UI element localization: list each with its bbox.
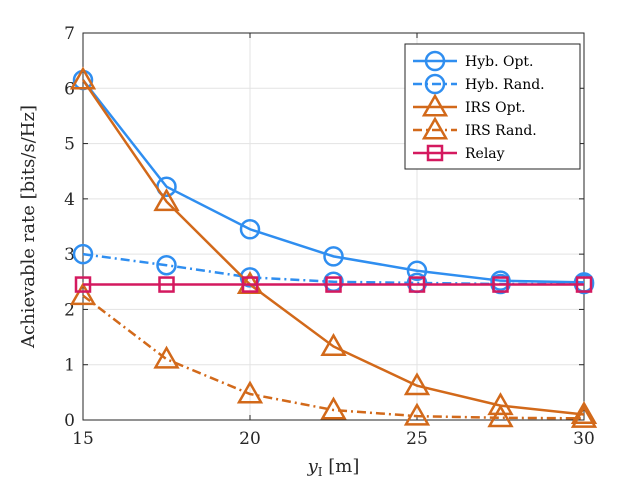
data-point	[69, 282, 97, 306]
data-point	[570, 404, 598, 428]
data-point	[72, 243, 94, 265]
data-point	[570, 400, 598, 424]
x-tick-label: 30	[573, 429, 595, 449]
y-tick-label: 5	[64, 135, 75, 155]
x-axis-label-sub: I	[318, 465, 323, 479]
legend-marker	[424, 73, 446, 95]
series-group	[69, 66, 598, 428]
legend-marker	[426, 144, 444, 162]
legend-label: Hyb. Opt.	[465, 54, 534, 70]
series-hyb-rand	[72, 243, 595, 295]
legend-item: Hyb. Opt.	[413, 50, 534, 72]
data-point	[487, 392, 514, 416]
x-tick-label: 15	[72, 429, 94, 449]
legend-label: IRS Rand.	[465, 123, 537, 139]
series-relay	[74, 276, 593, 293]
legend-item: IRS Opt.	[413, 93, 526, 117]
legend-item: IRS Rand.	[413, 116, 537, 140]
data-point	[241, 276, 259, 293]
data-point	[406, 260, 428, 281]
data-point	[156, 254, 177, 276]
y-tick-label: 4	[64, 190, 75, 210]
data-point	[575, 276, 593, 293]
series-irs-rand	[69, 282, 598, 428]
y-tick-label: 0	[64, 411, 75, 431]
legend-marker	[424, 50, 446, 72]
data-point	[487, 404, 514, 428]
data-point	[69, 66, 97, 90]
y-tick-label: 1	[64, 356, 75, 376]
data-point	[325, 276, 342, 293]
series-line	[82, 79, 585, 284]
data-point	[492, 276, 509, 293]
x-tick-label: 25	[406, 429, 428, 449]
legend-label: Hyb. Rand.	[465, 77, 545, 93]
y-tick-label: 7	[64, 24, 75, 44]
x-axis-label-unit: [m]	[323, 456, 360, 477]
y-tick-label: 2	[64, 300, 75, 320]
legend-item: Hyb. Rand.	[413, 73, 545, 95]
data-point	[403, 402, 431, 426]
series-line	[82, 294, 585, 420]
data-point	[320, 332, 347, 356]
data-point	[323, 246, 344, 267]
legend: Hyb. Opt. Hyb. Rand. IRS Opt. IRS Rand. Rela…	[404, 43, 581, 170]
y-tick-label: 6	[64, 79, 75, 99]
data-point	[403, 372, 431, 396]
axis-ticks: 15 20 25 30 0 1 2 3 4 5 6 7	[64, 24, 595, 449]
data-point	[320, 396, 347, 420]
y-axis-label: Achievable rate [bits/s/Hz]	[18, 105, 39, 349]
data-point	[408, 276, 426, 293]
y-tick-label: 3	[64, 245, 75, 265]
x-tick-label: 20	[239, 429, 261, 449]
plot-area	[82, 32, 585, 421]
data-point	[74, 276, 92, 293]
data-point	[236, 380, 264, 404]
legend-marker	[421, 93, 449, 117]
legend-marker	[421, 116, 449, 140]
x-axis-label: yI [m]	[307, 456, 360, 479]
data-point	[239, 219, 261, 240]
legend-label: IRS Opt.	[465, 100, 526, 116]
data-point	[153, 345, 180, 369]
legend-label: Relay	[465, 146, 505, 162]
data-point	[158, 276, 175, 293]
x-axis-label-var: y	[307, 456, 319, 477]
legend-item: Relay	[413, 144, 505, 162]
data-point	[153, 188, 180, 212]
